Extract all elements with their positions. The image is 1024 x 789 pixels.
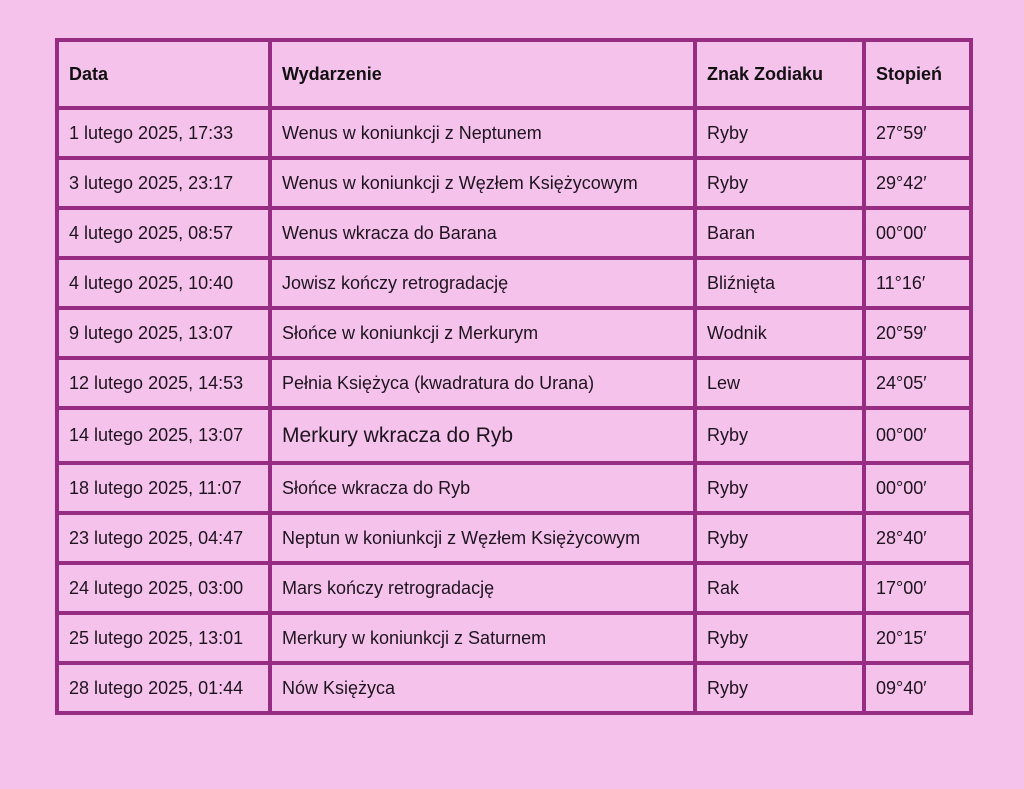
cell-date: 12 lutego 2025, 14:53 [55, 356, 272, 410]
table-row: 4 lutego 2025, 10:40 Jowisz kończy retro… [55, 256, 973, 310]
cell-event: Merkury w koniunkcji z Saturnem [268, 611, 697, 665]
cell-date: 4 lutego 2025, 08:57 [55, 206, 272, 260]
cell-sign: Baran [693, 206, 866, 260]
table-row: 14 lutego 2025, 13:07 Merkury wkracza do… [55, 406, 973, 465]
cell-degree: 00°00′ [862, 206, 973, 260]
cell-event: Słońce wkracza do Ryb [268, 461, 697, 515]
table-row: 24 lutego 2025, 03:00 Mars kończy retrog… [55, 561, 973, 615]
cell-degree: 27°59′ [862, 106, 973, 160]
cell-event: Jowisz kończy retrogradację [268, 256, 697, 310]
cell-date: 28 lutego 2025, 01:44 [55, 661, 272, 715]
cell-sign: Ryby [693, 661, 866, 715]
table-row: 23 lutego 2025, 04:47 Neptun w koniunkcj… [55, 511, 973, 565]
cell-sign: Ryby [693, 406, 866, 465]
cell-degree: 24°05′ [862, 356, 973, 410]
table-row: 3 lutego 2025, 23:17 Wenus w koniunkcji … [55, 156, 973, 210]
astro-events-table-container: Data Wydarzenie Znak Zodiaku Stopień 1 l… [55, 38, 973, 715]
table-row: 18 lutego 2025, 11:07 Słońce wkracza do … [55, 461, 973, 515]
cell-event: Merkury wkracza do Ryb [268, 406, 697, 465]
cell-sign: Ryby [693, 611, 866, 665]
cell-date: 25 lutego 2025, 13:01 [55, 611, 272, 665]
table-header-row: Data Wydarzenie Znak Zodiaku Stopień [55, 38, 973, 110]
cell-event: Słońce w koniunkcji z Merkurym [268, 306, 697, 360]
cell-event: Wenus w koniunkcji z Neptunem [268, 106, 697, 160]
table-row: 25 lutego 2025, 13:01 Merkury w koniunkc… [55, 611, 973, 665]
cell-event: Wenus wkracza do Barana [268, 206, 697, 260]
cell-sign: Bliźnięta [693, 256, 866, 310]
cell-event: Neptun w koniunkcji z Węzłem Księżycowym [268, 511, 697, 565]
cell-degree: 00°00′ [862, 461, 973, 515]
table-row: 1 lutego 2025, 17:33 Wenus w koniunkcji … [55, 106, 973, 160]
header-event: Wydarzenie [268, 38, 697, 110]
cell-degree: 09°40′ [862, 661, 973, 715]
cell-date: 9 lutego 2025, 13:07 [55, 306, 272, 360]
cell-sign: Ryby [693, 511, 866, 565]
cell-event: Pełnia Księżyca (kwadratura do Urana) [268, 356, 697, 410]
cell-sign: Ryby [693, 156, 866, 210]
cell-degree: 20°59′ [862, 306, 973, 360]
cell-degree: 29°42′ [862, 156, 973, 210]
cell-event: Wenus w koniunkcji z Węzłem Księżycowym [268, 156, 697, 210]
header-zodiac-sign: Znak Zodiaku [693, 38, 866, 110]
cell-sign: Ryby [693, 106, 866, 160]
table-row: 4 lutego 2025, 08:57 Wenus wkracza do Ba… [55, 206, 973, 260]
cell-event: Nów Księżyca [268, 661, 697, 715]
cell-degree: 17°00′ [862, 561, 973, 615]
astro-events-table: Data Wydarzenie Znak Zodiaku Stopień 1 l… [55, 38, 973, 715]
cell-degree: 28°40′ [862, 511, 973, 565]
cell-date: 4 lutego 2025, 10:40 [55, 256, 272, 310]
cell-date: 24 lutego 2025, 03:00 [55, 561, 272, 615]
cell-date: 18 lutego 2025, 11:07 [55, 461, 272, 515]
table-row: 9 lutego 2025, 13:07 Słońce w koniunkcji… [55, 306, 973, 360]
table-row: 28 lutego 2025, 01:44 Nów Księżyca Ryby … [55, 661, 973, 715]
cell-sign: Ryby [693, 461, 866, 515]
cell-date: 14 lutego 2025, 13:07 [55, 406, 272, 465]
cell-date: 1 lutego 2025, 17:33 [55, 106, 272, 160]
cell-degree: 11°16′ [862, 256, 973, 310]
table-row: 12 lutego 2025, 14:53 Pełnia Księżyca (k… [55, 356, 973, 410]
cell-sign: Rak [693, 561, 866, 615]
cell-degree: 00°00′ [862, 406, 973, 465]
cell-date: 23 lutego 2025, 04:47 [55, 511, 272, 565]
header-date: Data [55, 38, 272, 110]
cell-degree: 20°15′ [862, 611, 973, 665]
cell-event: Mars kończy retrogradację [268, 561, 697, 615]
cell-date: 3 lutego 2025, 23:17 [55, 156, 272, 210]
cell-sign: Lew [693, 356, 866, 410]
cell-sign: Wodnik [693, 306, 866, 360]
header-degree: Stopień [862, 38, 973, 110]
